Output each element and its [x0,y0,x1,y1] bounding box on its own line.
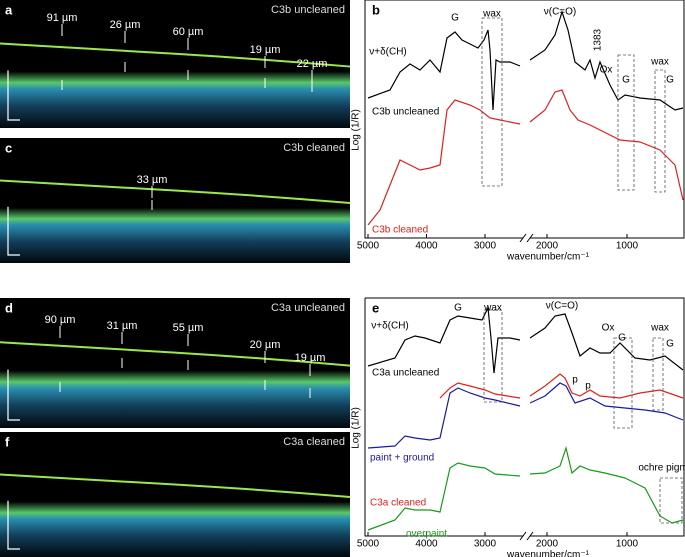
spectrum-b-curves [367,10,684,226]
curve-label: C3a cleaned [370,498,426,509]
panel-label: f [5,434,10,449]
peak-label: p [572,375,578,386]
panel-caption: C3a uncleaned [271,302,345,314]
peak-label: Ox [602,323,615,334]
x-tick-label: 4000 [415,241,438,252]
x-tick-label: 5000 [357,241,380,252]
peak-label: ν+δ(CH) [369,47,407,58]
scale-bar [7,500,20,550]
x-tick-label: 1000 [616,241,639,252]
peak-label: G [454,303,462,314]
curve-label: paint + ground [370,453,434,464]
thickness-label: 91 µm [47,12,78,24]
scale-bar [7,369,20,421]
panel-caption: C3b cleaned [283,142,345,154]
spectrum-e-curves [367,305,684,531]
peak-label: Ox [600,65,613,76]
panel-label: b [372,2,380,17]
oct-tissue [0,472,350,557]
x-tick-label: 4000 [415,539,438,550]
peak-label: p [585,381,591,392]
thickness-label: 90 µm [45,314,76,326]
peak-label: G [666,75,674,86]
axis-frame [364,0,685,239]
peak-label: G [618,333,626,344]
oct-surface [0,473,351,498]
oct-tissue [0,40,350,128]
peak-label: G [622,75,630,86]
peak-label: wax [482,9,501,20]
curve-label: overpaint [406,529,447,540]
spectrum-panel: b Log (1/R) wavenumber/cm⁻¹ 5000 4000 3000 200… [351,0,685,263]
oct-surface [0,179,351,204]
peak-label: wax [650,323,669,334]
thickness-label: 19 µm [295,352,326,364]
scale-bar [7,206,20,256]
oct-panel: f C3a cleaned [0,432,351,557]
oct-surface [0,341,351,367]
axis-break [519,531,534,541]
peak-label: ν(C=O) [544,7,577,18]
peak-label: ν(C=O) [546,301,579,312]
peak-label: G [666,339,674,350]
thickness-label: 22 µm [297,58,328,70]
panel-label: a [5,2,13,17]
x-axis-label: wavenumber/cm⁻¹ [506,252,590,263]
peak-label: 1383 [593,28,604,51]
oct-panel: d C3a uncleaned 90 µm 31 µm 55 µm 20 µm 19 µm [0,298,351,428]
peak-label: G [451,13,459,24]
oct-panel: a C3b uncleaned 91 µm 26 µm 60 µm 19 µm 22 µm [0,0,351,128]
scale-bar [7,70,20,121]
x-axis-label: wavenumber/cm⁻¹ [506,550,590,557]
oct-surface [0,42,351,68]
spectrum-panel: e Log (1/R) wavenumber/cm⁻¹ 5000 4000 3000 200… [351,297,685,557]
x-tick-label: 1000 [616,539,639,550]
peak-label: wax [650,57,669,68]
x-tick-label: 2000 [536,241,559,252]
thickness-label: 55 µm [173,322,204,334]
panel-label: e [372,300,379,315]
oct-tissue [0,339,350,428]
thickness-label: 20 µm [250,339,281,351]
x-tick-label: 3000 [474,539,497,550]
panel-label: c [5,140,12,155]
oct-tissue [0,178,350,263]
peak-label: ochre pigment [638,463,685,474]
peak-label: ν+δ(CH) [371,321,409,332]
x-tick-label: 3000 [474,241,497,252]
panel-caption: C3b uncleaned [271,4,345,16]
curve-label: C3b uncleaned [372,107,439,118]
curve-label: C3a uncleaned [372,368,439,379]
panel-caption: C3a cleaned [283,436,345,448]
axis-frame [364,297,685,537]
x-tick-label: 5000 [357,539,380,550]
peak-label: wax [483,303,502,314]
thickness-label: 33 µm [137,174,168,186]
y-axis-label: Log (1/R) [351,407,362,449]
panel-label: d [5,300,13,315]
axis-break [519,233,534,243]
oct-panel: c C3b cleaned 33 µm [0,138,351,263]
thickness-label: 19 µm [250,44,281,56]
thickness-label: 26 µm [110,19,141,31]
curve-label: C3b cleaned [372,225,428,236]
thickness-label: 60 µm [173,26,204,38]
x-tick-label: 2000 [536,539,559,550]
y-axis-label: Log (1/R) [351,109,362,151]
thickness-label: 31 µm [107,320,138,332]
